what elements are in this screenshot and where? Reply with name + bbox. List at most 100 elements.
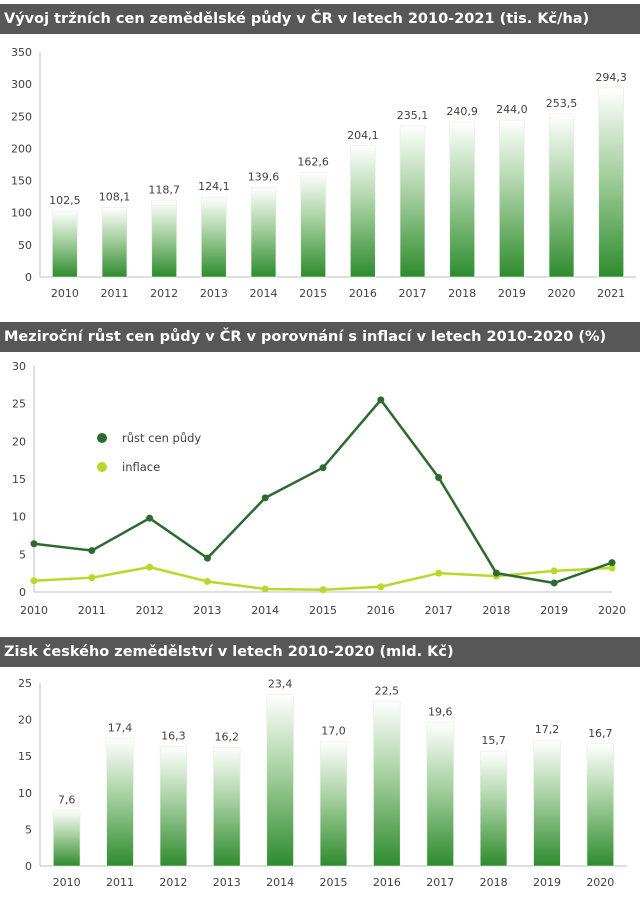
bar-value-label: 244,0 bbox=[496, 103, 528, 116]
x-tick-label: 2020 bbox=[586, 876, 614, 889]
bar-value-label: 23,4 bbox=[268, 678, 293, 691]
data-point bbox=[88, 547, 96, 555]
x-tick-label: 2016 bbox=[373, 876, 401, 889]
y-tick-label: 150 bbox=[11, 175, 32, 188]
bar bbox=[266, 694, 294, 867]
y-tick-label: 200 bbox=[11, 142, 32, 155]
legend-label: inflace bbox=[122, 460, 160, 474]
bar bbox=[52, 210, 78, 278]
data-point bbox=[261, 494, 269, 502]
x-tick-label: 2011 bbox=[101, 287, 129, 300]
x-tick-label: 2010 bbox=[20, 604, 48, 617]
x-tick-label: 2015 bbox=[309, 604, 337, 617]
bar-value-label: 235,1 bbox=[397, 109, 429, 122]
y-tick-label: 250 bbox=[11, 110, 32, 123]
legend-marker bbox=[97, 433, 107, 443]
bar-value-label: 240,9 bbox=[446, 105, 478, 118]
x-tick-label: 2017 bbox=[426, 876, 454, 889]
bar bbox=[449, 121, 475, 278]
x-tick-label: 2018 bbox=[480, 876, 508, 889]
bar bbox=[499, 119, 525, 278]
bar-value-label: 17,4 bbox=[108, 722, 133, 735]
bar-value-label: 16,7 bbox=[588, 727, 613, 740]
x-tick-label: 2016 bbox=[367, 604, 395, 617]
x-tick-label: 2018 bbox=[482, 604, 510, 617]
x-tick-label: 2015 bbox=[320, 876, 348, 889]
x-tick-label: 2011 bbox=[106, 876, 134, 889]
x-tick-label: 2017 bbox=[425, 604, 453, 617]
bar-value-label: 17,0 bbox=[321, 725, 346, 738]
data-point bbox=[492, 569, 500, 577]
x-tick-label: 2019 bbox=[533, 876, 561, 889]
y-tick-label: 20 bbox=[12, 435, 26, 448]
bar-value-label: 22,5 bbox=[375, 684, 400, 697]
bar-value-label: 124,1 bbox=[198, 180, 230, 193]
y-tick-label: 20 bbox=[18, 714, 32, 727]
growth-vs-inflation-line-chart: 0 5 10 15 20 25 30 2010 2011 2012 2013 2014 2015 2016… bbox=[12, 360, 626, 617]
bar bbox=[213, 747, 241, 867]
y-tick-label: 0 bbox=[19, 586, 26, 599]
data-point bbox=[550, 579, 558, 587]
x-tick-label: 2012 bbox=[136, 604, 164, 617]
bar-value-label: 17,2 bbox=[535, 723, 560, 736]
data-point bbox=[261, 585, 269, 593]
land-price-bar-chart: 0 50 100 150 200 250 300 350 102,5 2010 108,1 2011 1… bbox=[11, 46, 636, 300]
y-tick-label: 10 bbox=[18, 787, 32, 800]
bar-value-label: 294,3 bbox=[595, 71, 627, 84]
data-point bbox=[435, 473, 443, 481]
agriculture-profit-bar-chart: 0 5 10 15 20 25 7,6 2010 17,4 2011 16,3 2012 16,2 201… bbox=[18, 677, 627, 889]
x-tick-label: 2016 bbox=[349, 287, 377, 300]
bar-value-label: 7,6 bbox=[58, 793, 76, 806]
x-tick-label: 2020 bbox=[548, 287, 576, 300]
bar bbox=[399, 125, 426, 278]
y-tick-label: 5 bbox=[25, 823, 32, 836]
bar bbox=[53, 810, 81, 867]
chart2-title: Meziroční růst cen půdy v ČR v porovnání… bbox=[0, 322, 640, 352]
data-point bbox=[30, 540, 38, 548]
data-point bbox=[203, 554, 211, 562]
y-tick-label: 25 bbox=[12, 398, 26, 411]
bar-value-label: 102,5 bbox=[49, 194, 81, 207]
data-point bbox=[608, 564, 616, 572]
x-tick-label: 2011 bbox=[78, 604, 106, 617]
bar-value-label: 118,7 bbox=[148, 184, 180, 197]
data-point bbox=[30, 577, 38, 585]
bar bbox=[426, 722, 454, 867]
x-tick-label: 2012 bbox=[150, 287, 178, 300]
y-tick-label: 50 bbox=[18, 239, 32, 252]
y-tick-label: 350 bbox=[11, 46, 32, 59]
x-tick-label: 2014 bbox=[250, 287, 278, 300]
x-tick-label: 2013 bbox=[213, 876, 241, 889]
bar-value-label: 253,5 bbox=[546, 97, 578, 110]
data-point bbox=[377, 583, 385, 591]
bar bbox=[159, 746, 188, 867]
bar bbox=[151, 200, 177, 278]
x-tick-label: 2018 bbox=[448, 287, 476, 300]
x-tick-label: 2021 bbox=[597, 287, 625, 300]
x-tick-label: 2014 bbox=[266, 876, 294, 889]
bar bbox=[101, 207, 128, 278]
data-point bbox=[319, 464, 327, 472]
bar bbox=[533, 739, 561, 867]
x-tick-label: 2015 bbox=[299, 287, 327, 300]
data-point bbox=[550, 567, 558, 575]
x-tick-label: 2014 bbox=[251, 604, 279, 617]
data-point bbox=[146, 514, 154, 522]
x-tick-label: 2012 bbox=[159, 876, 187, 889]
y-tick-label: 15 bbox=[18, 750, 32, 763]
legend-marker bbox=[97, 462, 107, 472]
y-tick-label: 0 bbox=[25, 271, 32, 284]
bar bbox=[106, 738, 134, 867]
data-point bbox=[319, 586, 327, 594]
x-tick-label: 2020 bbox=[598, 604, 626, 617]
bar-value-label: 16,2 bbox=[215, 730, 240, 743]
y-tick-label: 30 bbox=[12, 360, 26, 373]
bar bbox=[250, 186, 277, 278]
y-tick-label: 100 bbox=[11, 207, 32, 220]
x-tick-label: 2013 bbox=[193, 604, 221, 617]
y-tick-label: 10 bbox=[12, 511, 26, 524]
data-point bbox=[146, 563, 154, 571]
y-tick-label: 0 bbox=[25, 860, 32, 873]
data-point bbox=[377, 396, 385, 404]
bar bbox=[479, 750, 508, 867]
